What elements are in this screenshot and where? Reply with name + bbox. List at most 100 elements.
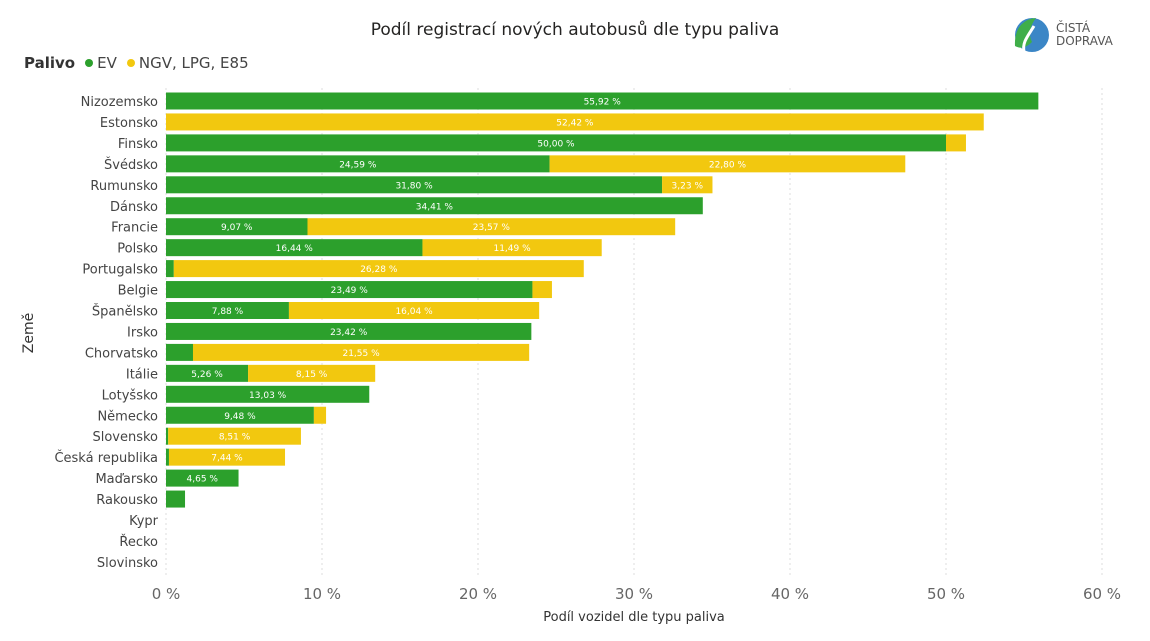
y-tick-label: Polsko	[117, 242, 158, 257]
bar-segment[interactable]	[166, 239, 423, 257]
bar-segment[interactable]	[166, 448, 169, 466]
data-label: 34,41 %	[416, 202, 454, 212]
y-tick-label: Německo	[97, 409, 158, 424]
bar-segment[interactable]	[166, 469, 239, 487]
data-label: 55,92 %	[584, 98, 622, 108]
bar-segment[interactable]	[248, 364, 376, 382]
data-label: 23,42 %	[330, 328, 368, 338]
data-label: 7,88 %	[212, 307, 244, 317]
y-tick-label: Portugalsko	[82, 263, 158, 278]
bar-segment[interactable]	[166, 385, 370, 403]
legend-ngv-label[interactable]: NGV, LPG, E85	[138, 54, 249, 72]
data-label: 50,00 %	[537, 139, 575, 149]
bar-segment[interactable]	[166, 427, 169, 445]
data-label: 7,44 %	[211, 454, 243, 464]
y-tick-label: Řecko	[119, 534, 158, 550]
bar-segment[interactable]	[532, 281, 552, 299]
logo-text-line1: ČISTÁ	[1056, 21, 1091, 35]
data-label: 3,23 %	[672, 181, 704, 191]
data-label: 22,80 %	[709, 160, 747, 170]
y-tick-label: Španělsko	[92, 304, 158, 320]
y-tick-label: Dánsko	[110, 200, 158, 215]
bar-segment[interactable]	[166, 406, 314, 424]
bar-segment[interactable]	[549, 155, 906, 173]
y-tick-label: Belgie	[118, 284, 158, 299]
bar-segment[interactable]	[166, 134, 946, 152]
y-tick-label: Švédsko	[104, 157, 158, 173]
x-tick-label: 10 %	[303, 585, 341, 603]
bar-segment[interactable]	[166, 197, 703, 215]
bar-segment[interactable]	[307, 218, 676, 236]
bar-segment[interactable]	[166, 218, 308, 236]
bar-segment[interactable]	[166, 322, 532, 340]
data-label: 8,51 %	[219, 433, 251, 443]
data-label: 23,49 %	[331, 286, 369, 296]
y-tick-label: Chorvatsko	[85, 346, 158, 361]
x-tick-label: 40 %	[771, 585, 809, 603]
bar-segment[interactable]	[168, 448, 286, 466]
bar-segment[interactable]	[192, 343, 530, 361]
bar-segment[interactable]	[166, 364, 249, 382]
bar-segment[interactable]	[166, 92, 1039, 110]
bar-segment[interactable]	[166, 260, 174, 278]
data-label: 5,26 %	[191, 370, 223, 380]
y-tick-label: Finsko	[118, 137, 158, 152]
logo-icon	[1014, 18, 1049, 53]
bar-segment[interactable]	[313, 406, 327, 424]
y-tick-label: Estonsko	[100, 116, 158, 131]
bar-segment[interactable]	[166, 176, 663, 194]
y-tick-label: Itálie	[126, 367, 158, 382]
x-axis-label: Podíl vozidel dle typu paliva	[543, 610, 725, 625]
bar-segment[interactable]	[166, 490, 186, 508]
data-label: 4,65 %	[187, 475, 219, 485]
data-label: 31,80 %	[395, 181, 433, 191]
data-label: 16,04 %	[395, 307, 433, 317]
data-label: 26,28 %	[360, 265, 398, 275]
bar-segment[interactable]	[166, 113, 984, 131]
bar-segment[interactable]	[166, 302, 289, 319]
data-label: 16,44 %	[276, 244, 314, 254]
y-axis-label: Země	[21, 313, 37, 353]
y-tick-label: Lotyšsko	[102, 388, 158, 403]
data-label: 8,15 %	[296, 370, 328, 380]
data-label: 13,03 %	[249, 391, 287, 401]
y-tick-label: Rumunsko	[90, 179, 158, 194]
chart-title: Podíl registrací nových autobusů dle typ…	[370, 20, 780, 40]
y-tick-label: Slovinsko	[97, 556, 158, 571]
x-tick-label: 30 %	[615, 585, 653, 603]
logo-text-line2: DOPRAVA	[1056, 34, 1113, 48]
y-tick-label: Rakousko	[96, 493, 158, 508]
data-label: 11,49 %	[493, 244, 531, 254]
y-tick-label: Irsko	[127, 325, 158, 340]
legend: Palivo EV NGV, LPG, E85	[24, 54, 249, 72]
bar-segment[interactable]	[166, 281, 533, 299]
x-tick-label: 60 %	[1083, 585, 1121, 603]
data-label: 23,57 %	[473, 223, 511, 233]
bar-segment[interactable]	[166, 155, 550, 173]
x-tick-label: 20 %	[459, 585, 497, 603]
y-tick-label: Maďarsko	[95, 472, 158, 487]
x-tick-label: 50 %	[927, 585, 965, 603]
legend-ngv-marker	[126, 59, 135, 67]
bar-segment[interactable]	[173, 260, 584, 278]
y-tick-label: Kypr	[129, 514, 159, 529]
data-label: 21,55 %	[342, 349, 380, 359]
data-label: 52,42 %	[556, 118, 594, 128]
bar-segment[interactable]	[288, 302, 540, 319]
y-tick-label: Francie	[111, 221, 158, 236]
data-label: 24,59 %	[339, 160, 377, 170]
bar-segment[interactable]	[166, 343, 193, 361]
y-tick-label: Česká republika	[54, 450, 158, 466]
legend-ev-label[interactable]: EV	[97, 54, 117, 72]
data-label: 9,07 %	[221, 223, 253, 233]
legend-ev-marker	[85, 59, 94, 67]
y-tick-label: Nizozemsko	[81, 95, 158, 110]
x-tick-label: 0 %	[152, 585, 181, 603]
bar-segment[interactable]	[168, 427, 301, 445]
bar-segment[interactable]	[946, 134, 966, 152]
bar-segment[interactable]	[422, 239, 602, 257]
logo: ČISTÁ DOPRAVA	[1012, 16, 1113, 54]
bar-segment[interactable]	[662, 176, 713, 194]
y-tick-label: Slovensko	[92, 430, 158, 445]
